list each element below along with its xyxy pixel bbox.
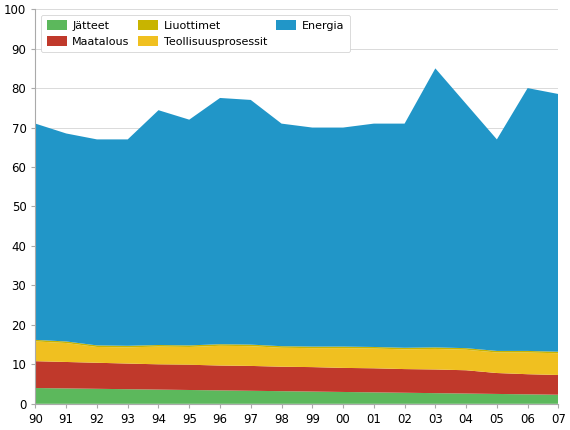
Legend: Jätteet, Maatalous, Liuottimet, Teollisuusprosessit, Energia: Jätteet, Maatalous, Liuottimet, Teollisu… bbox=[41, 15, 350, 52]
